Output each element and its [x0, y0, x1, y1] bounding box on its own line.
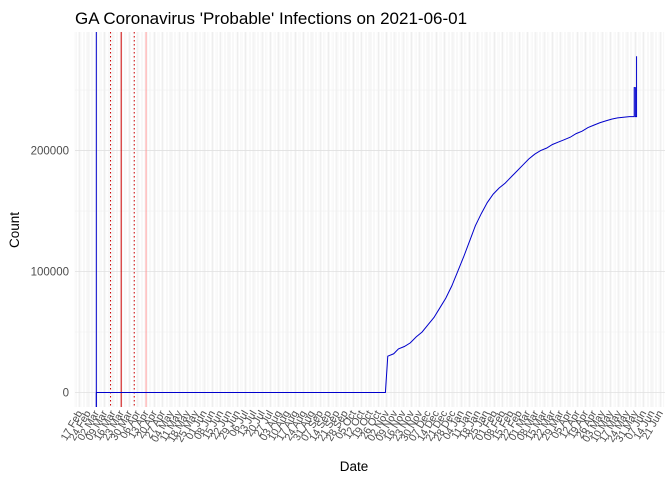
reference-lines — [95, 32, 147, 407]
chart-title: GA Coronavirus 'Probable' Infections on … — [75, 9, 467, 28]
y-axis-title: Count — [7, 212, 22, 248]
series-line — [96, 56, 638, 393]
grid — [74, 32, 665, 407]
x-axis-title: Date — [340, 459, 369, 474]
y-axis-ticks: 0 100000 200000 — [31, 146, 69, 400]
series-layer — [96, 56, 638, 393]
y-tick-label: 0 — [63, 387, 69, 399]
y-tick-label: 100000 — [31, 267, 69, 279]
y-tick-label: 200000 — [31, 146, 69, 158]
